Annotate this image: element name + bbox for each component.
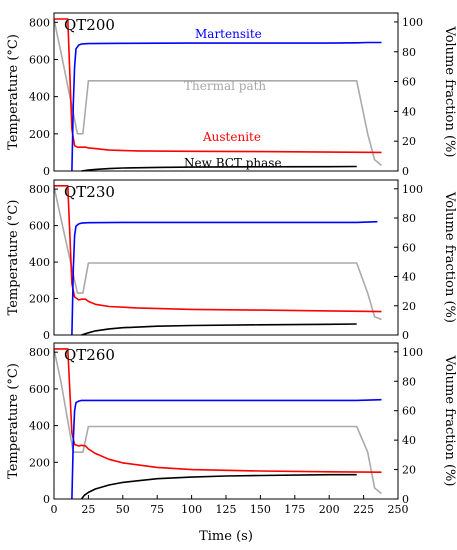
x-tick-label: 175 — [284, 503, 305, 516]
y-right-tick-label: 0 — [402, 493, 409, 506]
annotation-new-bct-phase: New BCT phase — [184, 156, 282, 170]
y-left-tick-label: 400 — [29, 256, 50, 269]
y-left-tick-label: 200 — [29, 128, 50, 141]
y-axis-label-left: Temperature (°C) — [6, 34, 21, 150]
panel-title: QT200 — [64, 16, 115, 34]
x-tick-label: 25 — [81, 503, 95, 516]
x-axis-label: Time (s) — [199, 529, 253, 544]
y-right-tick-label: 100 — [402, 16, 423, 29]
series-martensite — [71, 220, 378, 336]
y-left-tick-label: 600 — [29, 53, 50, 66]
series-martensite — [71, 398, 382, 500]
annotation-martensite: Martensite — [195, 27, 262, 41]
x-tick-label: 200 — [319, 503, 340, 516]
y-right-tick-label: 80 — [402, 212, 416, 225]
x-tick-label: 250 — [388, 503, 409, 516]
y-right-tick-label: 60 — [402, 76, 416, 89]
plot-frame — [53, 179, 399, 336]
y-axis-label-right: Volume fraction (%) — [442, 191, 457, 323]
series-thermal-path — [53, 349, 382, 495]
y-right-tick-label: 60 — [402, 405, 416, 418]
y-left-tick-label: 600 — [29, 383, 50, 396]
y-right-tick-label: 40 — [402, 434, 416, 447]
y-right-tick-label: 40 — [402, 271, 416, 284]
y-right-tick-label: 0 — [402, 329, 409, 342]
y-left-tick-label: 800 — [29, 16, 50, 29]
x-tick-label: 0 — [51, 503, 58, 516]
y-left-tick-label: 400 — [29, 420, 50, 433]
series-austenite — [54, 348, 382, 473]
series-austenite — [54, 185, 382, 313]
x-tick-label: 75 — [150, 503, 164, 516]
y-right-tick-label: 80 — [402, 46, 416, 59]
panel-title: QT260 — [64, 346, 115, 364]
y-right-tick-label: 60 — [402, 241, 416, 254]
y-right-tick-label: 20 — [402, 464, 416, 477]
y-right-tick-label: 100 — [402, 183, 423, 196]
y-right-tick-label: 20 — [402, 300, 416, 313]
y-right-tick-label: 20 — [402, 135, 416, 148]
y-axis-label-left: Temperature (°C) — [6, 200, 21, 316]
y-left-tick-label: 400 — [29, 91, 50, 104]
series-new-bct-phase — [81, 323, 357, 336]
panel-qt230: 0 200 400 600 800 0 20 40 60 80 100 QT230 Temperatur… — [6, 179, 457, 342]
x-tick-label: 50 — [116, 503, 130, 516]
y-left-tick-label: 0 — [43, 493, 50, 506]
y-left-tick-label: 0 — [43, 165, 50, 178]
x-tick-label: 100 — [181, 503, 202, 516]
series-thermal-path — [53, 19, 383, 167]
y-axis-label-right: Volume fraction (%) — [442, 26, 457, 158]
series-martensite — [71, 41, 382, 172]
annotation-thermal-path: Thermal path — [184, 79, 266, 93]
series-new-bct-phase — [80, 473, 357, 500]
panel-qt260: 0 200 400 600 800 0 20 40 60 80 100 0 25 50 75 100 125 15… — [6, 342, 457, 544]
annotation-austenite: Austenite — [202, 130, 261, 144]
x-tick-label: 125 — [216, 503, 237, 516]
y-axis-label-left: Temperature (°C) — [6, 363, 21, 479]
y-left-tick-label: 800 — [29, 183, 50, 196]
series-thermal-path — [53, 186, 382, 321]
y-left-tick-label: 200 — [29, 293, 50, 306]
y-right-tick-label: 80 — [402, 375, 416, 388]
x-tick-label: 225 — [353, 503, 374, 516]
y-axis-label-right: Volume fraction (%) — [442, 355, 457, 487]
panel-title: QT230 — [64, 183, 115, 201]
series-new-bct-phase — [81, 165, 357, 172]
y-right-tick-label: 40 — [402, 105, 416, 118]
y-left-tick-label: 200 — [29, 456, 50, 469]
x-tick-label: 150 — [250, 503, 271, 516]
plot-frame — [53, 12, 399, 172]
y-left-tick-label: 600 — [29, 220, 50, 233]
y-left-tick-label: 0 — [43, 329, 50, 342]
y-right-tick-label: 0 — [402, 165, 409, 178]
y-left-tick-label: 800 — [29, 346, 50, 359]
y-right-tick-label: 100 — [402, 346, 423, 359]
panel-qt200: 0 200 400 600 800 0 20 40 60 80 100 QT200 Temperatur… — [6, 12, 457, 178]
